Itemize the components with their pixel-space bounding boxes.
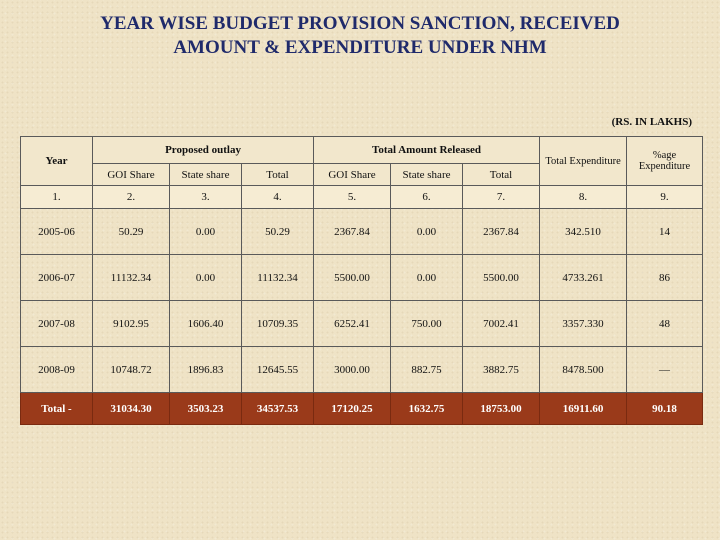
table-cell: 0.00 — [169, 254, 242, 301]
table-cell: 750.00 — [390, 300, 464, 347]
year-cell: 2005-06 — [20, 208, 93, 255]
table-cell: 2367.84 — [313, 208, 392, 255]
units-label: (RS. IN LAKHS) — [611, 116, 692, 128]
table-cell: 11132.34 — [240, 254, 315, 301]
title-line-2: AMOUNT & EXPENDITURE UNDER NHM — [173, 37, 547, 58]
table-cell: 48 — [626, 300, 704, 347]
column-number: 4. — [240, 185, 315, 209]
column-number: 6. — [390, 185, 464, 209]
table-cell: 0.00 — [169, 208, 242, 255]
header-pct-expenditure: %age Expenditure — [626, 136, 704, 186]
table-cell: 2367.84 — [462, 208, 541, 255]
table-row: 2006-07 11132.34 0.00 11132.34 5500.00 0… — [20, 254, 704, 301]
table-cell: 7002.41 — [462, 300, 541, 347]
table-cell: 4733.261 — [539, 254, 628, 301]
year-cell: 2006-07 — [20, 254, 93, 301]
column-number: 5. — [313, 185, 392, 209]
header-year: Year — [20, 136, 93, 186]
column-number: 9. — [626, 185, 704, 209]
total-cell: 90.18 — [626, 392, 704, 425]
table-row: 2005-06 50.29 0.00 50.29 2367.84 0.00 23… — [20, 208, 704, 255]
subheader-state-share-outlay: State share — [169, 163, 242, 186]
table-cell: 882.75 — [390, 346, 464, 393]
table-cell: 10709.35 — [240, 300, 315, 347]
table-cell: 0.00 — [390, 208, 464, 255]
column-number: 1. — [20, 185, 93, 209]
table-cell: 0.00 — [390, 254, 464, 301]
table-row: 2007-08 9102.95 1606.40 10709.35 6252.41… — [20, 300, 704, 347]
year-cell: 2008-09 — [20, 346, 93, 393]
table-row: 2008-09 10748.72 1896.83 12645.55 3000.0… — [20, 346, 704, 393]
header-total-amount-released: Total Amount Released — [313, 136, 541, 164]
table-cell: 10748.72 — [92, 346, 170, 393]
table-cell: 1896.83 — [169, 346, 242, 393]
total-cell: 17120.25 — [313, 392, 392, 425]
total-cell: 3503.23 — [169, 392, 242, 425]
total-cell: 34537.53 — [240, 392, 315, 425]
total-cell: 18753.00 — [462, 392, 541, 425]
total-cell: 16911.60 — [539, 392, 628, 425]
table-cell: 50.29 — [92, 208, 170, 255]
budget-table: Year Proposed outlay Total Amount Releas… — [20, 136, 704, 425]
subheader-state-share-released: State share — [390, 163, 464, 186]
table-cell: 342.510 — [539, 208, 628, 255]
table-cell: 3357.330 — [539, 300, 628, 347]
table-cell: 50.29 — [240, 208, 315, 255]
table-cell: 12645.55 — [240, 346, 315, 393]
header-total-expenditure: Total Expenditure — [539, 136, 628, 186]
table-cell: 86 — [626, 254, 704, 301]
table-cell: 1606.40 — [169, 300, 242, 347]
title-line-1: YEAR WISE BUDGET PROVISION SANCTION, REC… — [100, 13, 620, 34]
total-cell: 1632.75 — [390, 392, 464, 425]
subheader-goi-share-outlay: GOI Share — [92, 163, 170, 186]
table-cell: — — [626, 346, 704, 393]
subheader-total-released: Total — [462, 163, 541, 186]
page-title: YEAR WISE BUDGET PROVISION SANCTION, REC… — [0, 12, 720, 60]
table-cell: 11132.34 — [92, 254, 170, 301]
table-cell: 3000.00 — [313, 346, 392, 393]
subheader-total-outlay: Total — [240, 163, 315, 186]
column-number: 8. — [539, 185, 628, 209]
column-number: 3. — [169, 185, 242, 209]
total-label: Total - — [20, 392, 93, 425]
table-cell: 3882.75 — [462, 346, 541, 393]
table-cell: 8478.500 — [539, 346, 628, 393]
total-cell: 31034.30 — [92, 392, 170, 425]
table-cell: 5500.00 — [462, 254, 541, 301]
table-cell: 6252.41 — [313, 300, 392, 347]
year-cell: 2007-08 — [20, 300, 93, 347]
table-cell: 5500.00 — [313, 254, 392, 301]
table-cell: 9102.95 — [92, 300, 170, 347]
column-number-row: 1. 2. 3. 4. 5. 6. 7. 8. 9. — [20, 185, 704, 209]
table-cell: 14 — [626, 208, 704, 255]
header-proposed-outlay: Proposed outlay — [91, 136, 315, 164]
total-row: Total - 31034.30 3503.23 34537.53 17120.… — [20, 392, 704, 425]
column-number: 2. — [92, 185, 170, 209]
subheader-goi-share-released: GOI Share — [313, 163, 392, 186]
column-number: 7. — [462, 185, 541, 209]
